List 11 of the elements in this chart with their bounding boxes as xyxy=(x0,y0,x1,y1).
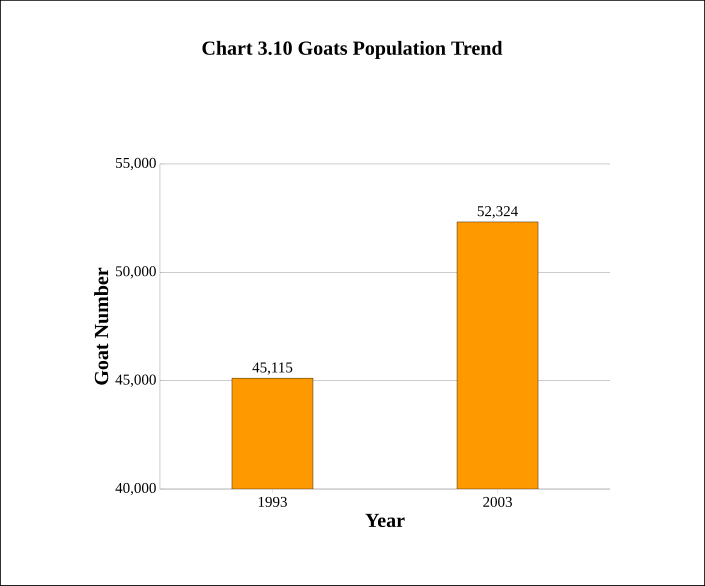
y-tick-label: 55,000 xyxy=(116,158,156,170)
y-axis-title: Goat Number xyxy=(94,268,108,385)
x-axis-title: Year xyxy=(365,514,405,528)
data-label: 52,324 xyxy=(478,206,518,218)
y-tick-label: 40,000 xyxy=(115,482,156,496)
y-tick-label: 50,000 xyxy=(116,266,156,278)
x-tick-label: 2003 xyxy=(483,496,512,507)
x-tick-label: 1993 xyxy=(258,496,287,507)
chart-title: Chart 3.10 Goats Population Trend xyxy=(202,40,502,59)
y-tick-label: 45,000 xyxy=(115,374,156,387)
data-label: 45,115 xyxy=(252,362,292,375)
